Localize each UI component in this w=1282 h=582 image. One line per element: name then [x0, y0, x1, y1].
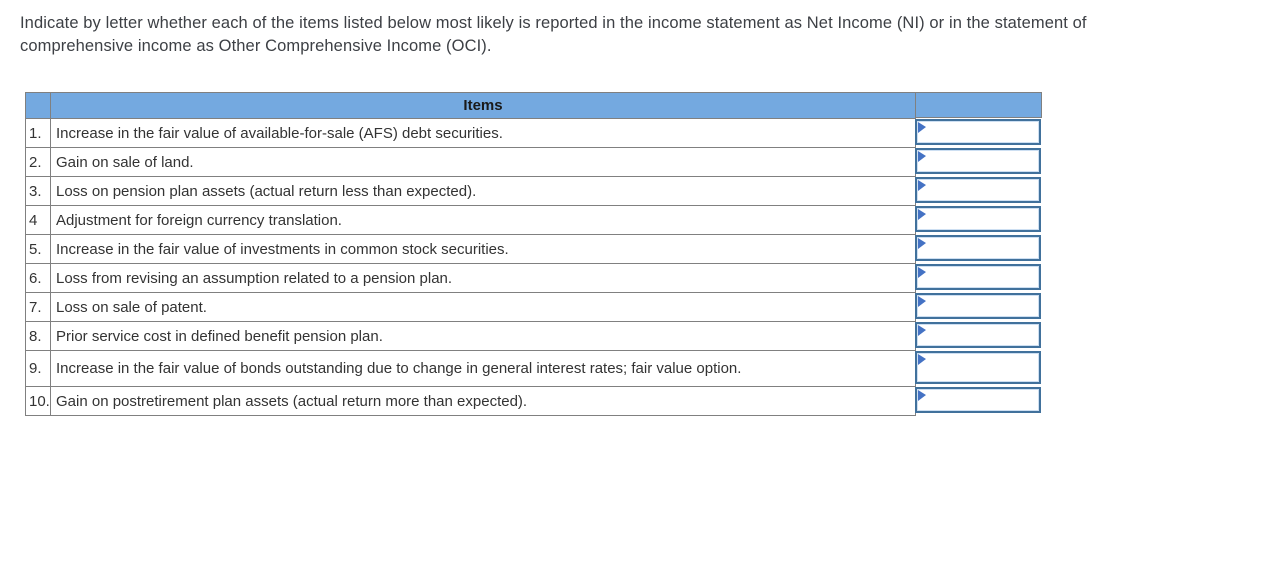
answer-cell-8[interactable]: [915, 321, 1042, 350]
row-number: 8.: [25, 321, 51, 351]
answer-cell-6[interactable]: [915, 263, 1042, 292]
row-number: 4: [25, 205, 51, 235]
table-row: 6. Loss from revising an assumption rela…: [25, 263, 916, 293]
dropdown-flag-icon: [918, 267, 926, 278]
answer-cell-9[interactable]: [915, 350, 1042, 386]
dropdown-flag-icon: [918, 209, 926, 220]
question-instructions: Indicate by letter whether each of the i…: [20, 14, 1087, 55]
answer-input-4[interactable]: [915, 206, 1041, 232]
table-row: 9. Increase in the fair value of bonds o…: [25, 350, 916, 387]
item-text: Increase in the fair value of investment…: [50, 234, 916, 264]
row-number: 3.: [25, 176, 51, 206]
item-text: Increase in the fair value of bonds outs…: [50, 350, 916, 387]
answers-column: [915, 92, 1042, 415]
row-number: 9.: [25, 350, 51, 387]
table-row: 2. Gain on sale of land.: [25, 147, 916, 177]
dropdown-flag-icon: [918, 296, 926, 307]
item-text: Loss from revising an assumption related…: [50, 263, 916, 293]
number-column-header: [25, 92, 51, 119]
answer-input-3[interactable]: [915, 177, 1041, 203]
dropdown-flag-icon: [918, 122, 926, 133]
dropdown-flag-icon: [918, 151, 926, 162]
table-row: 5. Increase in the fair value of investm…: [25, 234, 916, 264]
item-text: Loss on pension plan assets (actual retu…: [50, 176, 916, 206]
answer-cell-5[interactable]: [915, 234, 1042, 263]
row-number: 5.: [25, 234, 51, 264]
answer-cell-10[interactable]: [915, 386, 1042, 415]
answer-input-10[interactable]: [915, 387, 1041, 413]
answer-input-7[interactable]: [915, 293, 1041, 319]
answer-input-9[interactable]: [915, 351, 1041, 384]
item-text: Prior service cost in defined benefit pe…: [50, 321, 916, 351]
answer-input-2[interactable]: [915, 148, 1041, 174]
answer-input-5[interactable]: [915, 235, 1041, 261]
answer-cell-2[interactable]: [915, 147, 1042, 176]
answer-input-1[interactable]: [915, 119, 1041, 145]
table-row: 7. Loss on sale of patent.: [25, 292, 916, 322]
row-number: 10.: [25, 386, 51, 416]
item-text: Loss on sale of patent.: [50, 292, 916, 322]
table-row: 4 Adjustment for foreign currency transl…: [25, 205, 916, 235]
item-text: Gain on sale of land.: [50, 147, 916, 177]
answer-cell-3[interactable]: [915, 176, 1042, 205]
answers-column-header: [915, 92, 1042, 118]
row-number: 7.: [25, 292, 51, 322]
item-text: Increase in the fair value of available-…: [50, 118, 916, 148]
dropdown-flag-icon: [918, 238, 926, 249]
items-column-header: Items: [50, 92, 916, 119]
answer-cell-1[interactable]: [915, 118, 1042, 147]
item-text: Gain on postretirement plan assets (actu…: [50, 386, 916, 416]
answer-input-8[interactable]: [915, 322, 1041, 348]
row-number: 1.: [25, 118, 51, 148]
dropdown-flag-icon: [918, 354, 926, 365]
table-row: 1. Increase in the fair value of availab…: [25, 118, 916, 148]
table-row: 3. Loss on pension plan assets (actual r…: [25, 176, 916, 206]
dropdown-flag-icon: [918, 390, 926, 401]
item-text: Adjustment for foreign currency translat…: [50, 205, 916, 235]
dropdown-flag-icon: [918, 180, 926, 191]
row-number: 6.: [25, 263, 51, 293]
dropdown-flag-icon: [918, 325, 926, 336]
items-table: Items 1. Increase in the fair value of a…: [25, 92, 916, 416]
table-row: 10. Gain on postretirement plan assets (…: [25, 386, 916, 416]
row-number: 2.: [25, 147, 51, 177]
answer-input-6[interactable]: [915, 264, 1041, 290]
table-row: 8. Prior service cost in defined benefit…: [25, 321, 916, 351]
answer-cell-7[interactable]: [915, 292, 1042, 321]
answer-cell-4[interactable]: [915, 205, 1042, 234]
